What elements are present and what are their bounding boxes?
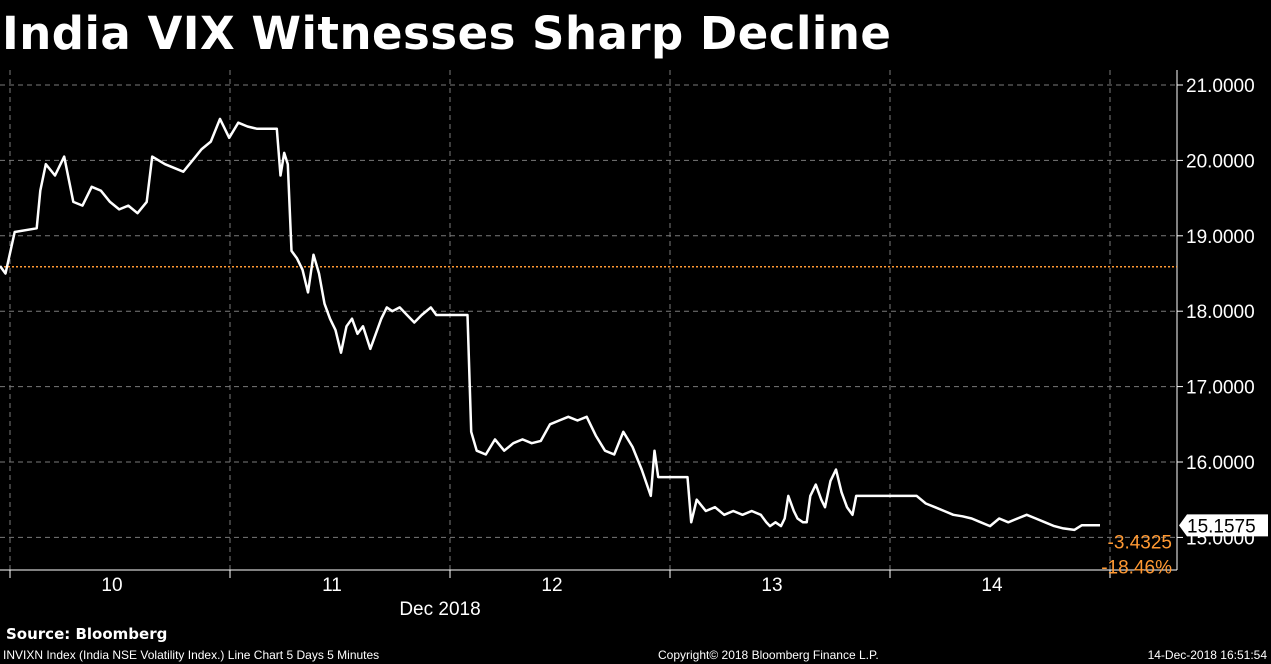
x-tick-label: 13 bbox=[761, 575, 782, 596]
source-label: Source: Bloomberg bbox=[6, 625, 168, 643]
x-axis-ticks: 10 11 12 13 14 Dec 2018 bbox=[9, 570, 1111, 620]
x-tick-label: 11 bbox=[322, 575, 342, 596]
chart-title: India VIX Witnesses Sharp Decline bbox=[2, 7, 892, 60]
x-tick-label: 10 bbox=[101, 575, 122, 596]
grid-lines bbox=[0, 70, 1177, 570]
y-tick-label: 16.0000 bbox=[1186, 453, 1255, 474]
value-labels: 15.1575 -3.4325 -18.46% bbox=[1101, 514, 1268, 578]
x-tick-label: 12 bbox=[541, 575, 562, 596]
y-tick-label: 21.0000 bbox=[1186, 76, 1255, 97]
y-tick-label: 17.0000 bbox=[1186, 378, 1255, 399]
series-group bbox=[0, 117, 1100, 532]
y-axis-ticks: 21.0000 20.0000 19.0000 18.0000 17.0000 16.00… bbox=[1177, 76, 1255, 549]
y-tick-label: 20.0000 bbox=[1186, 151, 1255, 172]
copyright-text: Copyright© 2018 Bloomberg Finance L.P. bbox=[658, 648, 879, 662]
y-tick-label: 18.0000 bbox=[1186, 302, 1255, 323]
x-tick-label: 14 bbox=[981, 575, 1003, 596]
last-value-tag bbox=[1179, 514, 1268, 537]
timestamp: 14-Dec-2018 16:51:54 bbox=[1147, 648, 1267, 662]
change-label: -3.4325 bbox=[1108, 532, 1172, 553]
last-value-label: 15.1575 bbox=[1187, 516, 1256, 537]
chart-description: INVIXN Index (India NSE Volatility Index… bbox=[3, 648, 380, 662]
y-tick-label: 19.0000 bbox=[1186, 227, 1255, 248]
x-axis-label: Dec 2018 bbox=[399, 599, 480, 620]
change-pct-label: -18.46% bbox=[1101, 557, 1172, 578]
axis-frame bbox=[0, 70, 1178, 571]
series-line bbox=[0, 117, 1100, 532]
